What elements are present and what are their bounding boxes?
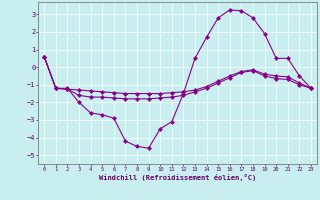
X-axis label: Windchill (Refroidissement éolien,°C): Windchill (Refroidissement éolien,°C)	[99, 174, 256, 181]
